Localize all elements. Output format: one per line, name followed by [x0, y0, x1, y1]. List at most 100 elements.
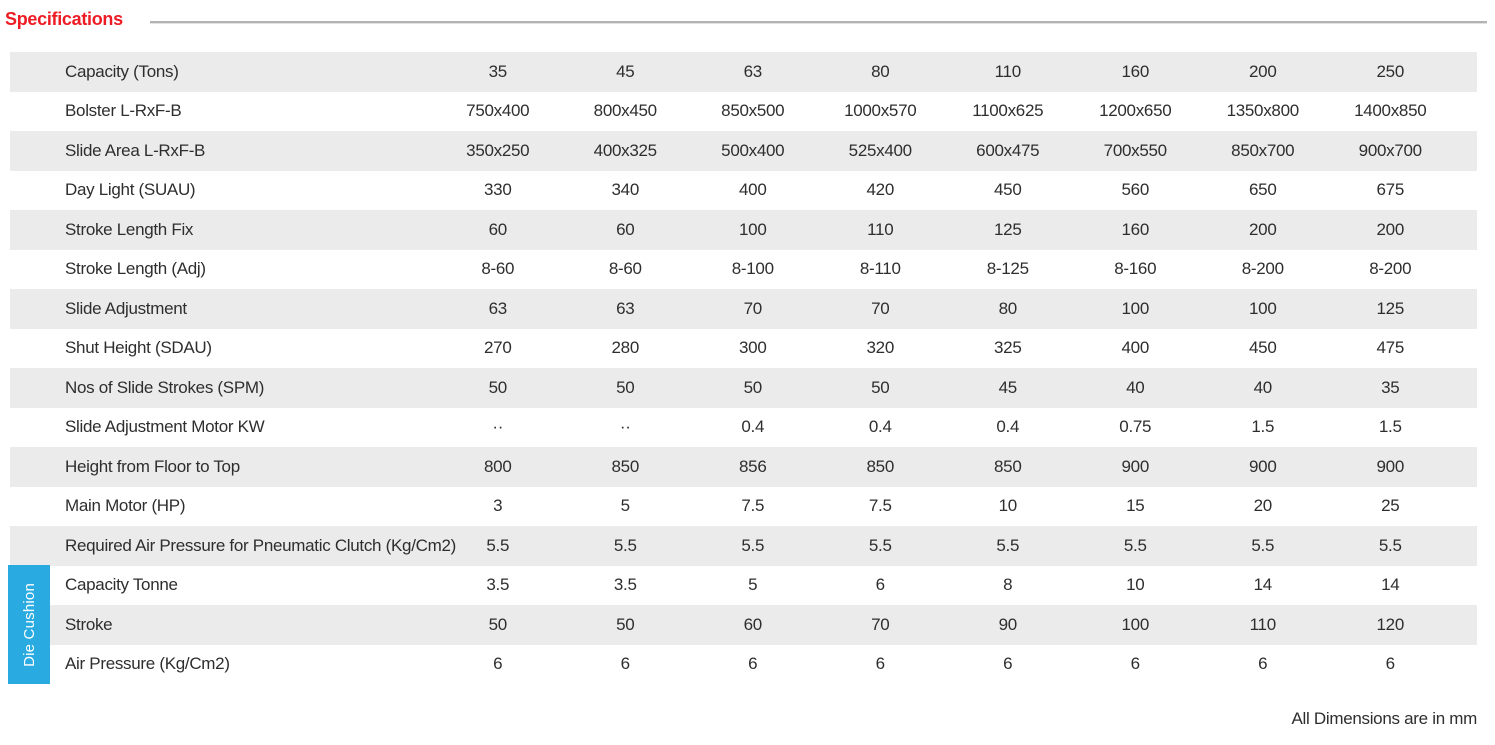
spec-value-cell: 110	[1249, 614, 1277, 634]
table-row: Stroke Length (Adj) 8-60 8-60 8-100 8-110 8-1…	[10, 250, 1477, 290]
spec-value-cell: 525x400	[848, 140, 912, 160]
spec-value-cell: 6	[493, 654, 503, 674]
row-label: Slide Area L-RxF-B	[65, 140, 206, 160]
spec-value-cell: 3.5	[613, 575, 637, 595]
spec-value-cell: 70	[871, 614, 890, 634]
table-row: Required Air Pressure for Pneumatic Clut…	[10, 526, 1477, 566]
spec-value-cell: 50	[743, 377, 763, 397]
spec-value-cell: 3.5	[486, 575, 510, 595]
spec-value-cell: 1350x800	[1226, 101, 1300, 121]
table-row: Capacity Tonne 3.5 3.5 5 6 8 10 14 14	[10, 566, 1477, 606]
spec-value-cell: 70	[871, 298, 890, 318]
spec-value-cell: 450	[1249, 338, 1277, 358]
spec-value-cell: 6	[875, 654, 885, 674]
spec-value-cell: 1.5	[1378, 417, 1402, 437]
spec-value-cell: 800x450	[593, 101, 657, 121]
spec-value-cell: 5.5	[1378, 535, 1402, 555]
spec-value-cell: 60	[743, 614, 763, 634]
spec-value-cell: 600x475	[976, 140, 1040, 160]
spec-value-cell: 0.4	[741, 417, 765, 437]
spec-value-cell: 8-200	[1241, 259, 1284, 279]
spec-value-cell: 160	[1121, 219, 1150, 239]
row-label: Main Motor (HP)	[65, 496, 186, 516]
spec-value-cell: 100	[1249, 298, 1277, 318]
spec-value-cell: 63	[616, 298, 635, 318]
spec-value-cell: 35	[488, 61, 508, 81]
spec-value-cell: 60	[616, 219, 635, 239]
spec-value-cell: 6	[1258, 654, 1268, 674]
row-label: Stroke Length Fix	[65, 219, 194, 239]
spec-value-cell: 14	[1253, 575, 1273, 595]
spec-value-cell: 70	[743, 298, 763, 318]
spec-value-cell: 6	[1003, 654, 1013, 674]
spec-value-cell: 1200x650	[1099, 101, 1172, 121]
spec-value-cell: 900	[1376, 456, 1405, 476]
spec-value-cell: 270	[484, 338, 512, 358]
spec-value-cell: 900	[1249, 456, 1277, 476]
spec-value-cell: 320	[866, 338, 895, 358]
spec-value-cell: 8-200	[1369, 259, 1412, 279]
row-label: Stroke	[65, 614, 113, 634]
spec-value-cell: 900x700	[1358, 140, 1422, 160]
row-label: Required Air Pressure for Pneumatic Clut…	[65, 535, 456, 555]
spec-value-cell: 50	[488, 377, 508, 397]
table-row: Shut Height (SDAU) 270 280 300 320 325 400 450 4…	[10, 329, 1477, 369]
spec-value-cell: 0.4	[868, 417, 892, 437]
spec-value-cell: 45	[616, 61, 635, 81]
table-row: Slide Area L-RxF-B 350x250 400x325 500x400 5…	[10, 131, 1477, 171]
spec-value-cell: 15	[1126, 496, 1145, 516]
page-title: Specifications	[5, 9, 123, 29]
spec-value-cell: 560	[1121, 180, 1150, 200]
spec-value-cell: 0.4	[996, 417, 1020, 437]
dimensions-note: All Dimensions are in mm	[1291, 709, 1477, 728]
spec-value-cell: 5.5	[486, 535, 510, 555]
spec-value-cell: 856	[739, 456, 767, 476]
spec-value-cell: 5.5	[868, 535, 892, 555]
table-row: Stroke Length Fix 60 60 100 110 125 160 200 200	[10, 210, 1477, 250]
row-label: Slide Adjustment Motor KW	[65, 417, 265, 437]
row-label: Bolster L-RxF-B	[65, 101, 182, 121]
die-cushion-bar: Die Cushion	[8, 565, 50, 684]
spec-value-cell: 1100x625	[972, 101, 1044, 121]
spec-value-cell: 50	[488, 614, 508, 634]
spec-value-cell: 5.5	[1251, 535, 1275, 555]
spec-value-cell: 250	[1376, 61, 1405, 81]
spec-value-cell: 700x550	[1103, 140, 1167, 160]
spec-value-cell: 675	[1376, 180, 1405, 200]
spec-value-cell: 1000x570	[844, 101, 917, 121]
row-label: Capacity (Tons)	[65, 61, 179, 81]
spec-value-cell: 340	[611, 180, 640, 200]
spec-value-cell: 14	[1381, 575, 1400, 595]
table-row: Capacity (Tons) 35 45 63 80 110 160 200 250	[10, 52, 1477, 92]
spec-value-cell: 0.75	[1119, 417, 1152, 437]
spec-value-cell: 6	[875, 575, 885, 595]
spec-value-cell: 1.5	[1251, 417, 1275, 437]
spec-value-cell: 6	[1385, 654, 1395, 674]
spec-value-cell: 50	[616, 614, 635, 634]
spec-value-cell: 200	[1376, 219, 1405, 239]
spec-value-cell: 40	[1253, 377, 1273, 397]
row-label: Stroke Length (Adj)	[65, 259, 206, 279]
spec-value-cell: 900	[1121, 456, 1150, 476]
spec-value-cell: 5	[748, 575, 758, 595]
spec-value-cell: 200	[1249, 61, 1277, 81]
spec-value-cell: 6	[620, 654, 630, 674]
spec-value-cell: 850	[611, 456, 640, 476]
table-row: Slide Adjustment Motor KW ·· ·· 0.4 0.4 0.4 0.…	[10, 408, 1477, 448]
table-row: Slide Adjustment 63 63 70 70 80 100 100 125	[10, 289, 1477, 329]
spec-value-cell: 50	[616, 377, 635, 397]
spec-value-cell: 8-60	[608, 259, 642, 279]
spec-value-cell: 20	[1253, 496, 1273, 516]
spec-value-cell: 125	[1376, 298, 1405, 318]
spec-value-cell: 850x500	[721, 101, 785, 121]
spec-value-cell: 325	[994, 338, 1022, 358]
die-cushion-label: Die Cushion	[20, 582, 38, 667]
spec-value-cell: 850	[994, 456, 1022, 476]
spec-value-cell: 25	[1381, 496, 1400, 516]
spec-value-cell: 8-125	[986, 259, 1029, 279]
spec-value-cell: 110	[867, 219, 894, 239]
spec-value-cell: 10	[998, 496, 1018, 516]
spec-value-cell: 125	[994, 219, 1022, 239]
spec-value-cell: 35	[1381, 377, 1400, 397]
